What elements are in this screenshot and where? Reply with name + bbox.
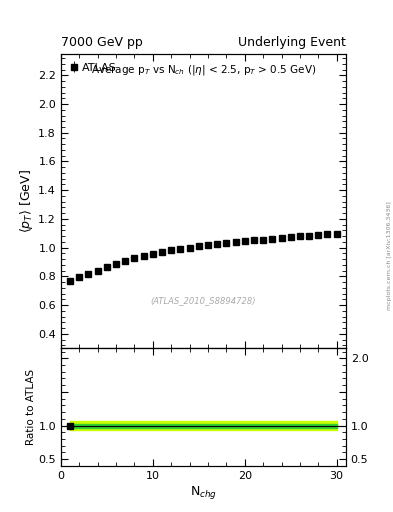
Text: Underlying Event: Underlying Event	[238, 36, 346, 49]
Text: Average p$_T$ vs N$_{ch}$ (|$\eta$| < 2.5, p$_T$ > 0.5 GeV): Average p$_T$ vs N$_{ch}$ (|$\eta$| < 2.…	[91, 62, 316, 77]
Legend: ATLAS: ATLAS	[66, 59, 120, 76]
Text: 7000 GeV pp: 7000 GeV pp	[61, 36, 143, 49]
Y-axis label: $\langle p_T\rangle$ [GeV]: $\langle p_T\rangle$ [GeV]	[18, 169, 35, 233]
Text: mcplots.cern.ch [arXiv:1306.3436]: mcplots.cern.ch [arXiv:1306.3436]	[387, 202, 392, 310]
X-axis label: N$_{chg}$: N$_{chg}$	[190, 483, 217, 501]
Text: (ATLAS_2010_S8894728): (ATLAS_2010_S8894728)	[151, 296, 256, 306]
Y-axis label: Ratio to ATLAS: Ratio to ATLAS	[26, 369, 36, 445]
